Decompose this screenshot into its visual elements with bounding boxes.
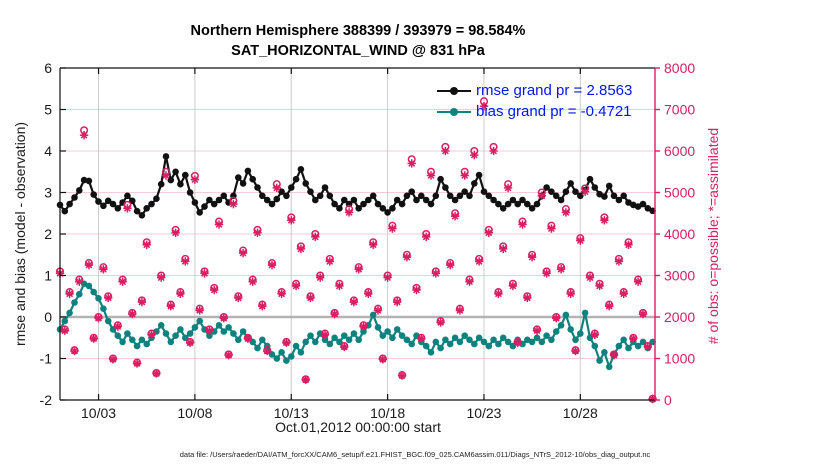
svg-text:8000: 8000 xyxy=(664,60,695,76)
bias-line-sample-icon xyxy=(437,107,471,116)
legend-label-bias: bias grand pr = -0.4721 xyxy=(476,103,632,120)
svg-text:-2: -2 xyxy=(40,392,53,408)
svg-text:4: 4 xyxy=(44,143,52,159)
chart-title: Northern Hemisphere 388399 / 393979 = 98… xyxy=(60,21,656,61)
svg-text:6: 6 xyxy=(44,60,52,76)
svg-text:3: 3 xyxy=(44,185,52,201)
svg-text:10/23: 10/23 xyxy=(466,405,501,421)
svg-text:5000: 5000 xyxy=(664,185,695,201)
svg-text:0: 0 xyxy=(44,309,52,325)
data-file-annotation: data file: /Users/raeder/DAI/ATM_forcXX/… xyxy=(179,450,651,459)
svg-text:10/13: 10/13 xyxy=(274,405,309,421)
svg-text:10/03: 10/03 xyxy=(81,405,116,421)
title-line-2: SAT_HORIZONTAL_WIND @ 831 hPa xyxy=(231,43,485,59)
legend-label-rmse: rmse grand pr = 2.8563 xyxy=(476,82,633,99)
svg-text:1: 1 xyxy=(44,268,52,284)
legend-item-rmse: rmse grand pr = 2.8563 xyxy=(437,80,632,101)
rmse-line-sample-icon xyxy=(437,86,471,95)
svg-text:3000: 3000 xyxy=(664,268,695,284)
right-axis-label: # of obs: o=possible; *=assimilated xyxy=(705,127,721,345)
svg-text:5: 5 xyxy=(44,102,52,118)
svg-text:0: 0 xyxy=(664,392,672,408)
svg-text:10/08: 10/08 xyxy=(177,405,212,421)
chart-legend: rmse grand pr = 2.8563 bias grand pr = -… xyxy=(437,80,632,122)
x-axis-label: Oct.01,2012 00:00:00 start xyxy=(275,419,441,435)
svg-text:2000: 2000 xyxy=(664,309,695,325)
svg-text:4000: 4000 xyxy=(664,226,695,242)
svg-text:6000: 6000 xyxy=(664,143,695,159)
svg-text:-1: -1 xyxy=(40,351,53,367)
svg-text:1000: 1000 xyxy=(664,351,695,367)
svg-text:10/18: 10/18 xyxy=(370,405,405,421)
svg-text:10/28: 10/28 xyxy=(563,405,598,421)
legend-item-bias: bias grand pr = -0.4721 xyxy=(437,101,632,122)
svg-text:7000: 7000 xyxy=(664,102,695,118)
left-axis-label: rmse and bias (model - observation) xyxy=(12,121,28,347)
svg-text:2: 2 xyxy=(44,226,52,242)
title-line-1: Northern Hemisphere 388399 / 393979 = 98… xyxy=(190,23,526,39)
